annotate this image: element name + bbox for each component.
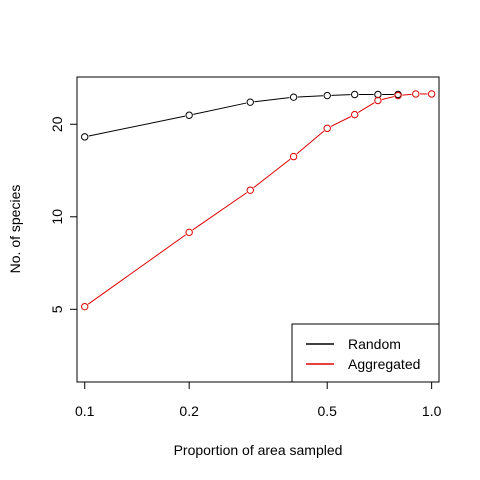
aggregated-point <box>323 124 331 133</box>
x-axis-label: Proportion of area sampled <box>174 442 343 458</box>
random-line-segment <box>297 95 324 98</box>
aggregated-line-segment <box>330 116 352 127</box>
aggregated-point <box>350 110 359 119</box>
aggregated-line-segment <box>358 102 375 113</box>
aggregated-line-segment <box>296 130 325 155</box>
aggregated-point <box>246 186 254 194</box>
aggregated-point <box>185 228 193 237</box>
legend-box <box>291 323 440 383</box>
x-tick-label: 0.1 <box>75 403 95 419</box>
y-tick-label: 5 <box>49 305 65 313</box>
aggregated-point <box>374 96 382 105</box>
x-axis: 0.1 0.2 0.5 1.0 <box>75 381 442 419</box>
x-tick-label: 0.5 <box>317 403 337 419</box>
aggregated-point <box>427 90 436 98</box>
aggregated-line-segment <box>192 192 248 231</box>
random-point <box>350 90 359 99</box>
series-layer <box>81 90 436 311</box>
y-tick-label: 10 <box>49 209 65 225</box>
aggregated-point <box>81 302 89 311</box>
y-axis: 5 10 20 <box>49 116 78 313</box>
random-line-segment <box>193 102 247 115</box>
y-tick-label: 20 <box>49 116 65 132</box>
random-point <box>185 111 193 119</box>
random-line-segment <box>331 94 351 96</box>
aggregated-line-segment <box>87 234 187 305</box>
legend-random-label: Random <box>348 336 401 352</box>
aggregated-point <box>412 90 420 98</box>
aggregated-line-segment <box>402 93 412 96</box>
random-point <box>81 133 89 141</box>
random-line-segment <box>254 97 290 103</box>
x-tick-label: 1.0 <box>422 403 442 419</box>
random-point <box>289 93 298 101</box>
legend: Random Aggregated <box>291 323 440 383</box>
random-line-segment <box>88 115 186 137</box>
y-axis-label: No. of species <box>7 185 23 274</box>
legend-aggregated-label: Aggregated <box>348 356 420 372</box>
aggregated-line-segment <box>381 96 395 100</box>
random-point <box>374 90 382 99</box>
aggregated-line-segment <box>253 158 291 189</box>
random-point <box>323 91 331 100</box>
x-tick-label: 0.2 <box>179 403 199 419</box>
aggregated-point <box>394 91 402 100</box>
aggregated-point <box>289 152 298 161</box>
random-point <box>246 98 254 106</box>
